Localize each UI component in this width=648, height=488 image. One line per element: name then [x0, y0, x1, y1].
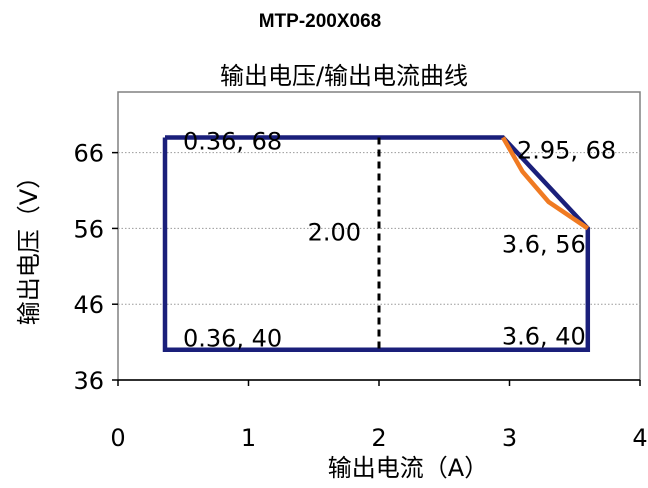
annotations: 0.36, 68 2.95, 68 2.00 3.6, 56 0.36, 40 3.6, …: [183, 127, 616, 352]
x-tick-label: 0: [110, 424, 125, 452]
chart-model: MTP-200X068: [259, 11, 382, 32]
y-tick-label: 46: [73, 291, 104, 319]
y-tick-label: 56: [73, 215, 104, 243]
data-label: 3.6, 56: [502, 230, 586, 258]
data-label: 3.6, 40: [502, 323, 586, 351]
y-axis-label: 输出电压（V）: [15, 165, 43, 325]
x-tick-label: 1: [241, 424, 256, 452]
y-tick-label: 36: [73, 367, 104, 395]
chart-title: 输出电压/输出电流曲线: [220, 62, 468, 90]
x-tick-label: 2: [371, 424, 386, 452]
x-axis-label: 输出电流（A）: [328, 454, 488, 482]
data-label: 2.00: [308, 218, 361, 246]
x-tick-label: 3: [502, 424, 517, 452]
series: [162, 135, 591, 352]
x-ticks: 0 1 2 3 4: [110, 380, 648, 452]
y-ticks: 36 46 56 66: [73, 140, 118, 395]
grid: [118, 152, 640, 305]
series-line-limit-envelope: [162, 135, 591, 352]
series-line-power-curve: [501, 136, 590, 231]
y-tick-label: 66: [73, 140, 104, 168]
data-label: 0.36, 40: [183, 325, 282, 353]
x-tick-label: 4: [632, 424, 647, 452]
data-label: 2.95, 68: [517, 136, 616, 164]
data-label: 0.36, 68: [183, 127, 282, 155]
